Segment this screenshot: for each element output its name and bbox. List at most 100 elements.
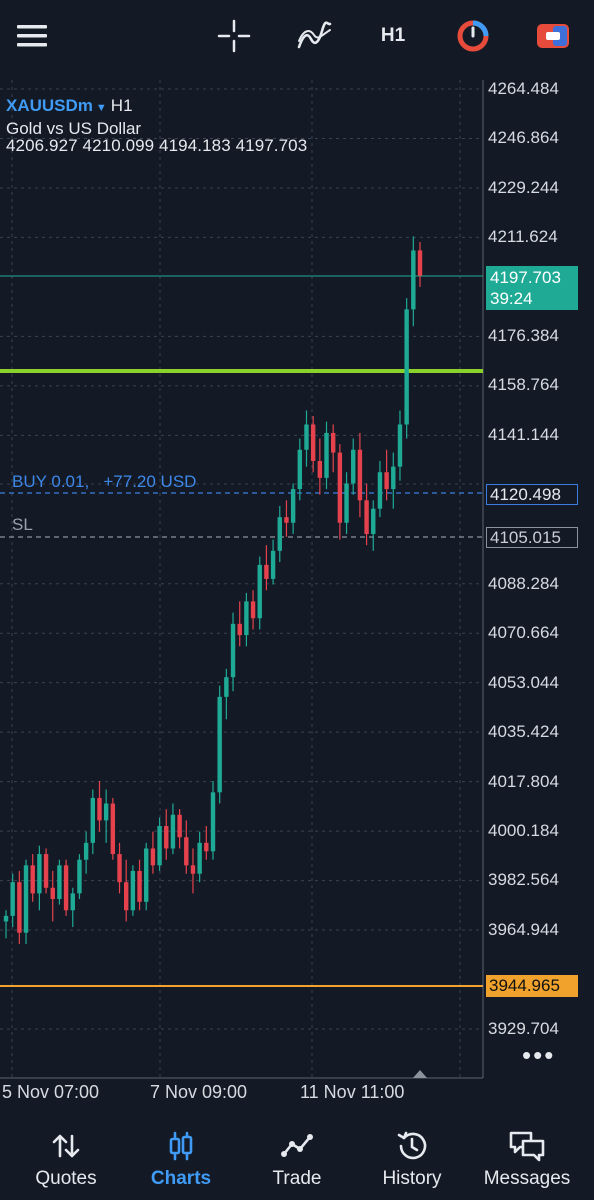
candle-body	[110, 803, 116, 855]
candle-body	[63, 865, 69, 911]
candle-body	[277, 517, 282, 551]
nav-history[interactable]: History	[353, 1126, 471, 1200]
price-scale-label: 3982.564	[488, 870, 559, 889]
time-label: 11 Nov 11:00	[300, 1082, 405, 1102]
chat-icon	[508, 1126, 546, 1166]
position-price-label[interactable]: 4120.498	[486, 484, 578, 505]
nav-trade[interactable]: Trade	[238, 1126, 356, 1200]
candle-body	[37, 854, 42, 894]
candle-body	[257, 564, 262, 619]
candle-body	[3, 915, 9, 922]
candle-body	[344, 483, 349, 523]
ohlc-values: 4206.927 4210.099 4194.183 4197.703	[6, 136, 308, 155]
price-scale-label: 4017.804	[488, 772, 559, 791]
candle-body	[50, 887, 55, 900]
stop-loss-price-label[interactable]: 4105.015	[486, 527, 578, 548]
stop-loss-label[interactable]: SL	[12, 515, 33, 534]
candle-body	[404, 309, 409, 425]
candle-body	[224, 677, 229, 697]
chart-area[interactable]	[0, 76, 594, 1080]
candle-body	[210, 792, 216, 852]
candle-body	[90, 797, 96, 843]
timeframe-button[interactable]: H1	[371, 14, 415, 58]
candle-body	[117, 854, 122, 883]
candle-body	[204, 842, 209, 852]
trade-toggle-icon[interactable]	[531, 14, 575, 58]
price-scale-label: 4053.044	[488, 673, 559, 692]
candle-body	[330, 432, 336, 453]
price-chart[interactable]	[0, 76, 594, 1080]
nav-label: Quotes	[35, 1168, 97, 1189]
candle-body	[137, 870, 142, 902]
candle-body	[144, 848, 149, 902]
position-label: BUY 0.01,	[12, 472, 90, 491]
symbol-name[interactable]: XAUUSDm	[6, 96, 93, 115]
nav-label: Trade	[272, 1168, 322, 1189]
candle-body	[411, 250, 416, 310]
candle-body	[310, 424, 316, 461]
candle-body	[377, 472, 383, 509]
candle-body	[297, 449, 303, 490]
candle-body	[351, 449, 356, 484]
candle-body	[157, 826, 162, 866]
nav-label: Charts	[150, 1168, 212, 1189]
candle-body	[417, 250, 423, 276]
candle-body	[150, 848, 156, 866]
price-scale-label: 3929.704	[488, 1019, 559, 1038]
chevron-down-icon[interactable]: ▼	[95, 102, 107, 114]
candle-body	[123, 882, 129, 911]
current-price-label: 4197.703 39:24	[486, 266, 578, 310]
candle-body	[103, 803, 109, 821]
candle-body	[397, 424, 403, 467]
price-scale-label: 4264.484	[488, 79, 559, 98]
nav-label: History	[382, 1168, 442, 1189]
trend-icon	[280, 1126, 314, 1166]
nav-charts[interactable]: Charts	[122, 1126, 240, 1200]
symbol-header[interactable]: XAUUSDm ▼ H1	[6, 96, 133, 116]
top-toolbar: H1	[0, 0, 594, 72]
nav-messages[interactable]: Messages	[468, 1126, 586, 1200]
candle-body	[264, 564, 269, 579]
price-scale-label: 4141.144	[488, 425, 559, 444]
candle-body	[317, 460, 323, 478]
price-scale-label: 4070.664	[488, 623, 559, 642]
candle-body	[250, 601, 256, 619]
candle-body	[284, 517, 289, 523]
timeframe-label: H1	[380, 25, 406, 46]
candle-body	[10, 882, 15, 916]
candle-body	[304, 424, 309, 450]
symbol-description: Gold vs US Dollar	[6, 119, 142, 138]
candle-body	[244, 601, 249, 636]
candle-body	[290, 489, 296, 523]
more-options-icon[interactable]: •••	[522, 1040, 556, 1070]
candle-body	[23, 865, 29, 933]
candle-body	[177, 814, 182, 838]
history-icon	[395, 1126, 429, 1166]
crosshair-icon[interactable]	[212, 14, 256, 58]
nav-quotes[interactable]: Quotes	[7, 1126, 125, 1200]
current-price: 4197.703	[490, 268, 561, 287]
candle-body	[364, 500, 369, 534]
candle-body	[237, 623, 242, 636]
position-profit: +77.20 USD	[103, 472, 197, 491]
price-scale-label: 4035.424	[488, 722, 559, 741]
candle-body	[357, 449, 363, 501]
candle-body	[384, 472, 389, 490]
price-scale-label: 4229.244	[488, 178, 559, 197]
position-line-label[interactable]: BUY 0.01, +77.20 USD	[12, 472, 196, 492]
sort-arrows-icon	[51, 1126, 81, 1166]
candle-body	[17, 882, 22, 933]
price-scale-label: 4000.184	[488, 821, 559, 840]
symbol-timeframe: H1	[110, 96, 133, 115]
indicators-icon[interactable]	[292, 14, 336, 58]
low-line-price-label[interactable]: 3944.965	[486, 975, 578, 997]
candle-body	[324, 432, 329, 478]
one-click-trading-icon[interactable]	[451, 14, 495, 58]
candle-body	[371, 508, 376, 534]
candle-body	[217, 696, 222, 793]
price-scale-label: 3964.944	[488, 920, 559, 939]
nav-label: Messages	[483, 1168, 571, 1189]
candle-body	[70, 893, 75, 911]
candle-body	[391, 466, 396, 490]
menu-icon[interactable]	[10, 14, 54, 58]
